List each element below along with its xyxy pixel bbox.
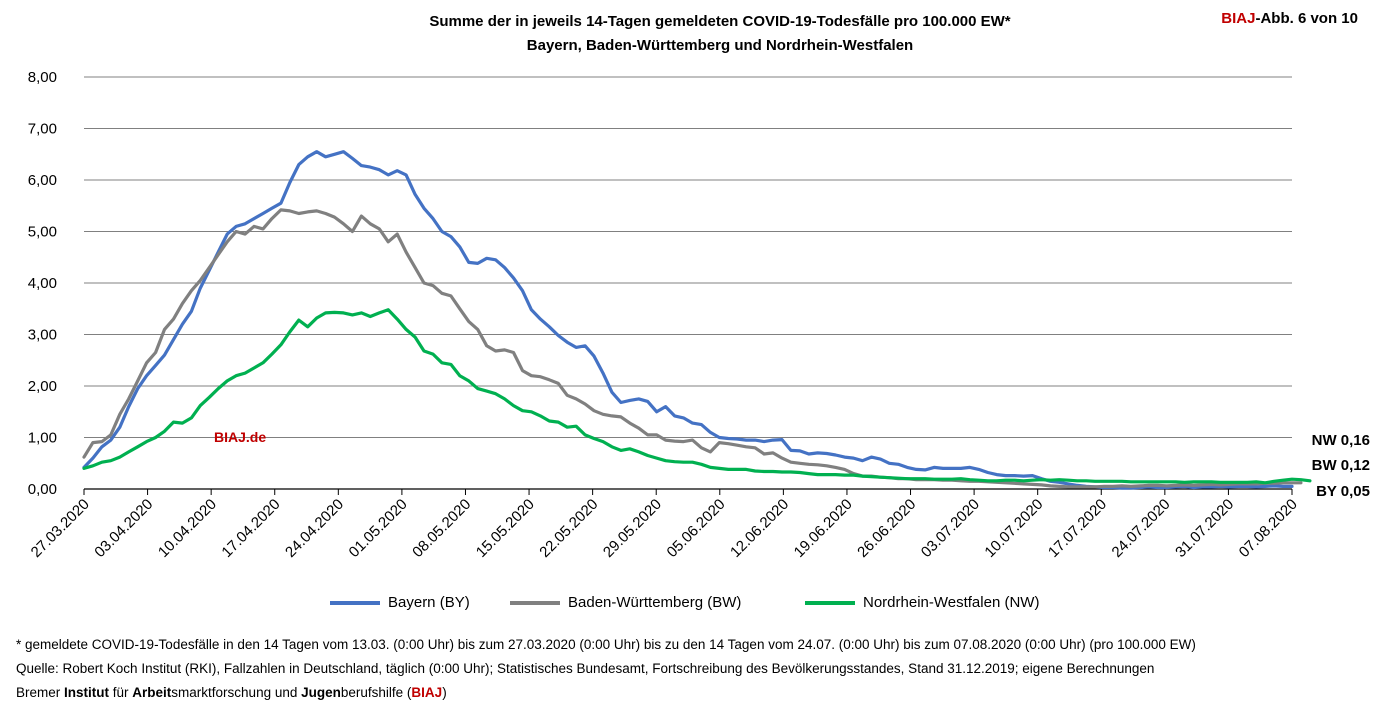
chart-gridlines xyxy=(84,76,1292,490)
y-tick-label: 5,00 xyxy=(28,224,57,241)
y-tick-label: 7,00 xyxy=(28,121,57,138)
y-tick-label: 3,00 xyxy=(28,327,57,344)
x-tick-label: 29.05.2020 xyxy=(600,496,665,561)
end-label-bw: BW 0,12 xyxy=(1312,457,1370,474)
footnote-source: Quelle: Robert Koch Institut (RKI), Fall… xyxy=(16,661,1155,676)
x-tick-label: 03.04.2020 xyxy=(91,496,156,561)
x-tick-label: 15.05.2020 xyxy=(473,496,538,561)
footnote-definition: * gemeldete COVID-19-Todesfälle in den 1… xyxy=(16,637,1196,652)
x-tick-label: 03.07.2020 xyxy=(918,496,983,561)
series-line-nw xyxy=(82,308,1312,485)
x-tick-label: 07.08.2020 xyxy=(1236,496,1301,561)
y-tick-label: 0,00 xyxy=(28,481,57,498)
y-tick-label: 6,00 xyxy=(28,172,57,189)
y-tick-label: 8,00 xyxy=(28,69,57,86)
x-tick-label: 01.05.2020 xyxy=(346,496,411,561)
y-tick-label: 2,00 xyxy=(28,378,57,395)
figure-badge: BIAJ-Abb. 6 von 10 xyxy=(1221,10,1358,27)
x-tick-label: 24.07.2020 xyxy=(1109,496,1174,561)
x-tick-label: 05.06.2020 xyxy=(664,496,729,561)
series-line-bw xyxy=(82,208,1303,489)
legend-item-bw: Baden-Württemberg (BW) xyxy=(510,594,741,611)
watermark: BIAJ.de xyxy=(214,429,266,445)
x-tick-label: 17.07.2020 xyxy=(1045,496,1110,561)
y-tick-label: 1,00 xyxy=(28,430,57,447)
badge-brand: BIAJ xyxy=(1221,10,1256,27)
x-tick-label: 19.06.2020 xyxy=(791,496,856,561)
legend-item-nw: Nordrhein-Westfalen (NW) xyxy=(805,594,1039,611)
end-label-nw: NW 0,16 xyxy=(1312,432,1370,449)
end-label-by: BY 0,05 xyxy=(1316,483,1370,500)
y-tick-label: 4,00 xyxy=(28,275,57,292)
badge-text: -Abb. 6 von 10 xyxy=(1255,10,1358,27)
x-tick-label: 17.04.2020 xyxy=(218,496,283,561)
x-tick-label: 27.03.2020 xyxy=(28,496,93,561)
legend-swatch-nw xyxy=(805,600,855,605)
series-lines xyxy=(82,150,1312,490)
y-axis: 0,00 1,00 2,00 3,00 4,00 5,00 6,00 7,00 8,00 xyxy=(28,69,57,498)
publisher-text-2: für xyxy=(109,685,133,700)
end-labels: BY 0,05 BW 0,12 NW 0,16 xyxy=(1312,432,1370,500)
legend-swatch-bw xyxy=(510,600,560,605)
x-tick-label: 31.07.2020 xyxy=(1172,496,1237,561)
chart-title-line1: Summe der in jeweils 14-Tagen gemeldeten… xyxy=(429,13,1011,30)
legend-label-nw: Nordrhein-Westfalen (NW) xyxy=(863,594,1040,611)
x-tick-label: 08.05.2020 xyxy=(409,496,474,561)
publisher-text-5: ) xyxy=(442,685,447,700)
chart-legend: Bayern (BY) Baden-Württemberg (BW) Nordr… xyxy=(0,594,1378,618)
publisher-bold-1: Institut xyxy=(64,685,110,700)
legend-label-by: Bayern (BY) xyxy=(388,594,470,611)
legend-swatch-by xyxy=(330,600,380,605)
x-tick-label: 22.05.2020 xyxy=(536,496,601,561)
legend-item-by: Bayern (BY) xyxy=(330,594,470,611)
x-tick-label: 12.06.2020 xyxy=(727,496,792,561)
publisher-text-1: Bremer xyxy=(16,685,65,700)
x-axis: 27.03.202003.04.202010.04.202017.04.2020… xyxy=(28,489,1301,561)
publisher-brand: BIAJ xyxy=(411,685,443,700)
x-tick-label: 10.07.2020 xyxy=(981,496,1046,561)
publisher-text-3: smarktforschung und xyxy=(171,685,302,700)
x-tick-label: 24.04.2020 xyxy=(282,496,347,561)
x-tick-label: 10.04.2020 xyxy=(155,496,220,561)
chart-title-line2: Bayern, Baden-Württemberg und Nordrhein-… xyxy=(526,37,914,54)
x-tick-label: 26.06.2020 xyxy=(854,496,919,561)
publisher-bold-3: Jugen xyxy=(301,685,341,700)
legend-label-bw: Baden-Württemberg (BW) xyxy=(568,594,742,611)
publisher-bold-2: Arbeit xyxy=(132,685,172,700)
footnote-publisher: Bremer Institut für Arbeitsmarktforschun… xyxy=(16,682,447,704)
publisher-text-4: berufshilfe ( xyxy=(340,685,412,700)
